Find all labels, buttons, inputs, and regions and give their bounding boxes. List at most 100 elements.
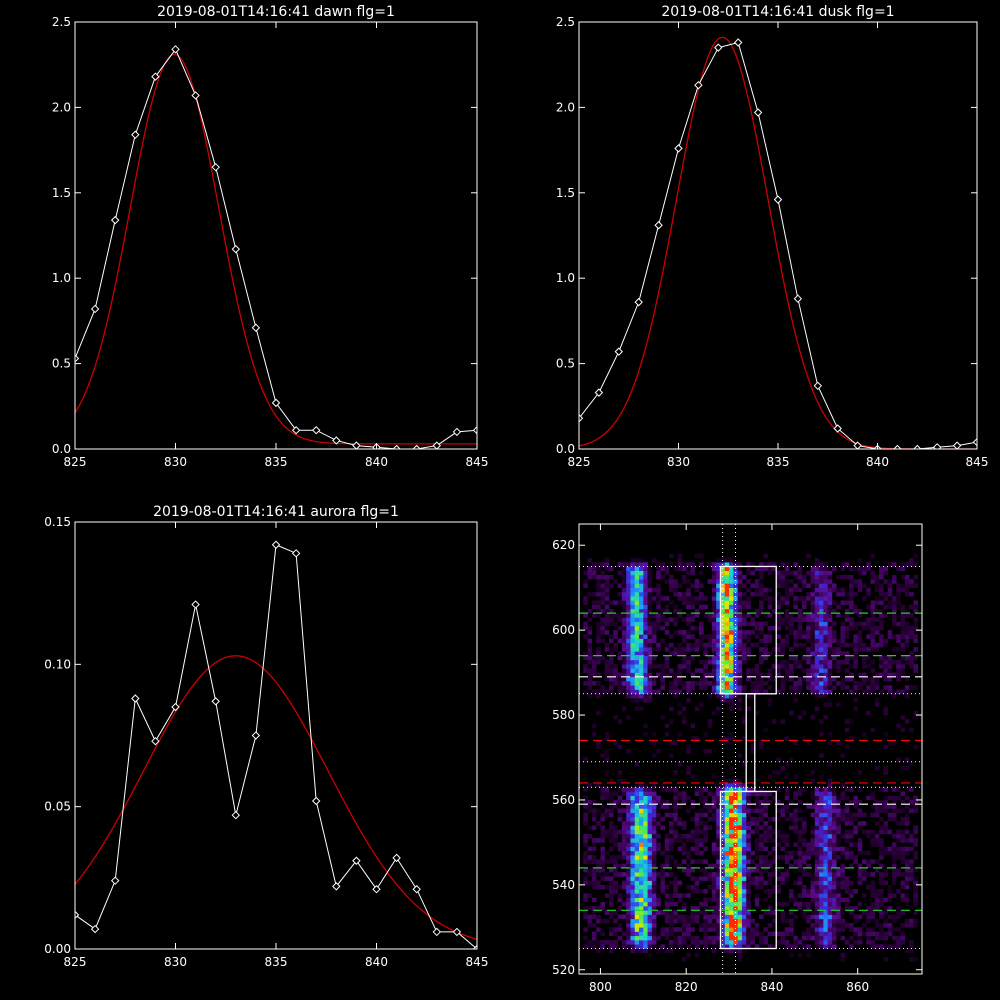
image-pixel (716, 566, 721, 571)
image-pixel (849, 850, 854, 856)
image-pixel (913, 710, 919, 716)
image-pixel (703, 859, 708, 864)
image-pixel (651, 914, 657, 920)
image-pixel (896, 846, 901, 852)
image-pixel (733, 884, 738, 890)
image-pixel (874, 897, 880, 903)
image-pixel (609, 804, 614, 809)
image-pixel (720, 591, 726, 597)
image-pixel (686, 935, 691, 941)
image-pixel (677, 689, 683, 695)
image-pixel (763, 553, 768, 559)
image-pixel (613, 600, 618, 605)
image-pixel (673, 693, 678, 699)
image-pixel (703, 931, 708, 937)
data-point (291, 426, 301, 435)
image-pixel (737, 787, 743, 792)
image-pixel (716, 863, 721, 869)
image-pixel (746, 889, 751, 894)
image-pixel (771, 859, 777, 864)
image-pixel (733, 940, 738, 945)
image-pixel (789, 621, 794, 627)
image-pixel (686, 833, 691, 839)
image-pixel (724, 587, 730, 593)
image-pixel (874, 579, 880, 584)
image-pixel (651, 795, 657, 801)
image-pixel (819, 732, 824, 737)
image-pixel (591, 838, 597, 843)
image-pixel (686, 855, 691, 860)
image-pixel (866, 655, 871, 661)
image-pixel (604, 910, 610, 915)
image-pixel (604, 795, 610, 801)
image-pixel (759, 867, 764, 873)
image-pixel (819, 647, 824, 652)
image-pixel (724, 630, 730, 635)
image-pixel (810, 655, 816, 661)
image-pixel (587, 608, 593, 614)
image-pixel (823, 918, 828, 924)
image-pixel (711, 668, 717, 673)
image-pixel (741, 876, 747, 881)
image-pixel (716, 944, 721, 949)
image-pixel (724, 659, 730, 665)
image-pixel (836, 681, 841, 686)
image-pixel (634, 642, 640, 648)
image-pixel (814, 562, 820, 567)
image-pixel (643, 689, 648, 695)
image-pixel (626, 897, 631, 903)
image-pixel (600, 825, 606, 830)
image-pixel (810, 621, 816, 627)
image-pixel (711, 574, 717, 580)
image-pixel (639, 557, 644, 563)
image-pixel (699, 787, 704, 792)
image-pixel (643, 812, 648, 818)
image-pixel (711, 647, 717, 652)
image-pixel (793, 914, 798, 920)
image-pixel (806, 855, 811, 860)
image-pixel (707, 918, 713, 924)
image-pixel (844, 655, 850, 661)
image-pixel (801, 901, 807, 907)
image-pixel (681, 833, 687, 839)
image-pixel (827, 846, 833, 852)
image-pixel (891, 944, 897, 949)
image-pixel (647, 821, 653, 826)
image-pixel (630, 608, 636, 614)
y-tick-label: 560 (552, 793, 575, 807)
image-pixel (900, 893, 906, 898)
image-pixel (904, 918, 910, 924)
image-pixel (904, 608, 910, 614)
image-pixel (609, 897, 614, 903)
image-pixel (844, 787, 850, 792)
image-pixel (669, 914, 674, 920)
image-pixel (853, 621, 858, 627)
image-pixel (763, 880, 768, 886)
image-pixel (720, 583, 726, 588)
image-pixel (827, 897, 833, 903)
image-pixel (870, 642, 876, 648)
image-pixel (741, 799, 747, 805)
image-pixel (686, 689, 691, 695)
image-pixel (630, 647, 636, 652)
image-pixel (913, 685, 919, 690)
image-pixel (814, 940, 820, 945)
image-pixel (690, 846, 696, 852)
image-pixel (849, 812, 854, 818)
image-pixel (643, 723, 648, 729)
image-pixel (823, 668, 828, 673)
image-pixel (724, 931, 730, 937)
image-pixel (651, 901, 657, 907)
image-pixel (591, 872, 597, 877)
image-pixel (643, 604, 648, 610)
image-pixel (814, 791, 820, 796)
image-pixel (827, 884, 833, 890)
image-pixel (613, 647, 618, 652)
image-pixel (879, 613, 884, 618)
image-pixel (613, 642, 618, 648)
image-pixel (810, 795, 816, 801)
image-pixel (853, 638, 858, 644)
image-pixel (729, 647, 734, 652)
image-pixel (836, 804, 841, 809)
image-pixel (827, 867, 833, 873)
